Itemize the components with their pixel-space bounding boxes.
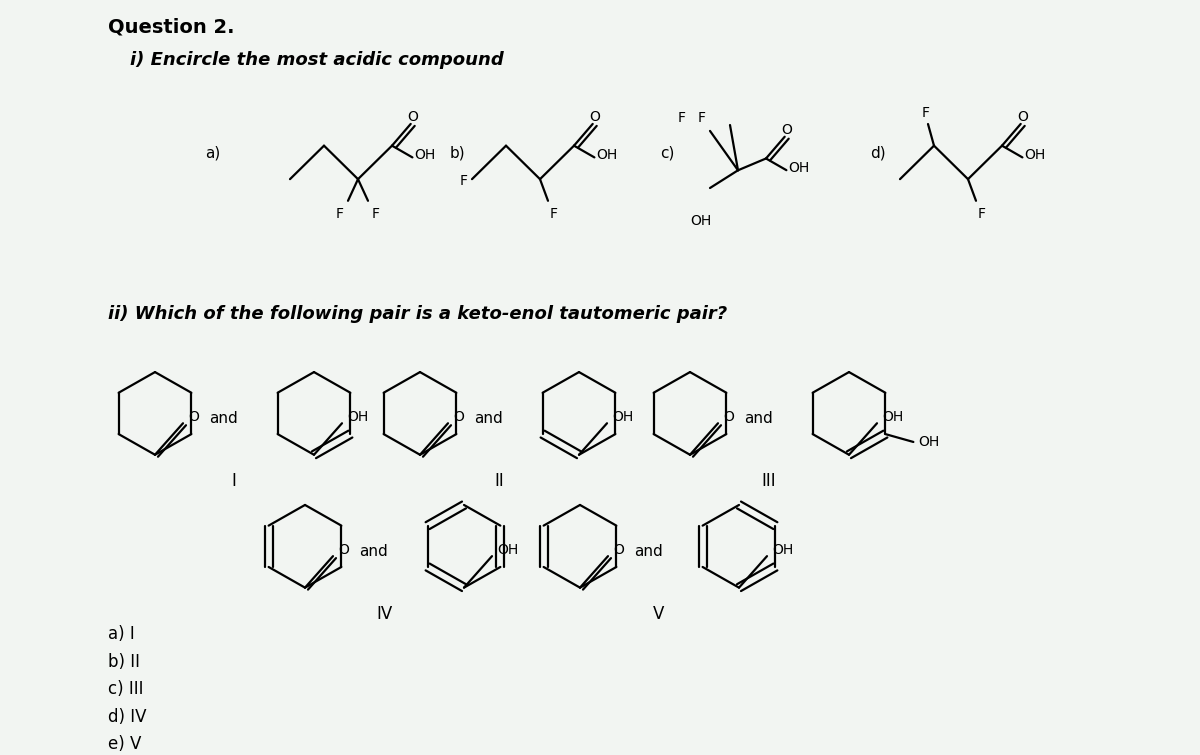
Text: I: I [232,473,236,491]
Text: ii) Which of the following pair is a keto-enol tautomeric pair?: ii) Which of the following pair is a ket… [108,305,727,323]
Text: F: F [922,106,930,120]
Text: a): a) [205,145,221,160]
Text: F: F [978,207,986,220]
Text: F: F [678,111,686,125]
Text: and: and [209,411,238,426]
Text: F: F [460,174,468,188]
Text: c) III: c) III [108,680,144,698]
Text: OH: OH [347,411,368,424]
Text: OH: OH [414,149,436,162]
Text: OH: OH [596,149,618,162]
Text: O: O [613,544,624,557]
Text: O: O [338,544,349,557]
Text: c): c) [660,145,674,160]
Text: O: O [781,123,792,137]
Text: i) Encircle the most acidic compound: i) Encircle the most acidic compound [130,51,504,69]
Text: and: and [359,544,388,559]
Text: b) II: b) II [108,652,140,670]
Text: Question 2.: Question 2. [108,17,234,37]
Text: OH: OH [882,411,904,424]
Text: d): d) [870,145,886,160]
Text: OH: OH [918,435,940,449]
Text: OH: OH [690,214,712,227]
Text: OH: OH [788,162,810,175]
Text: F: F [336,207,344,220]
Text: O: O [722,411,734,424]
Text: and: and [474,411,503,426]
Text: OH: OH [772,544,793,557]
Text: OH: OH [612,411,634,424]
Text: O: O [1018,110,1028,124]
Text: F: F [372,207,380,220]
Text: b): b) [450,145,466,160]
Text: OH: OH [1025,149,1045,162]
Text: IV: IV [376,606,392,624]
Text: a) I: a) I [108,625,134,643]
Text: F: F [550,207,558,220]
Text: d) IV: d) IV [108,707,146,726]
Text: V: V [653,606,665,624]
Text: III: III [762,473,776,491]
Text: O: O [188,411,199,424]
Text: and: and [744,411,773,426]
Text: e) V: e) V [108,735,142,753]
Text: and: and [634,544,662,559]
Text: II: II [494,473,504,491]
Text: F: F [698,111,706,125]
Text: OH: OH [497,544,518,557]
Text: O: O [589,110,600,124]
Text: O: O [407,110,418,124]
Text: O: O [454,411,464,424]
